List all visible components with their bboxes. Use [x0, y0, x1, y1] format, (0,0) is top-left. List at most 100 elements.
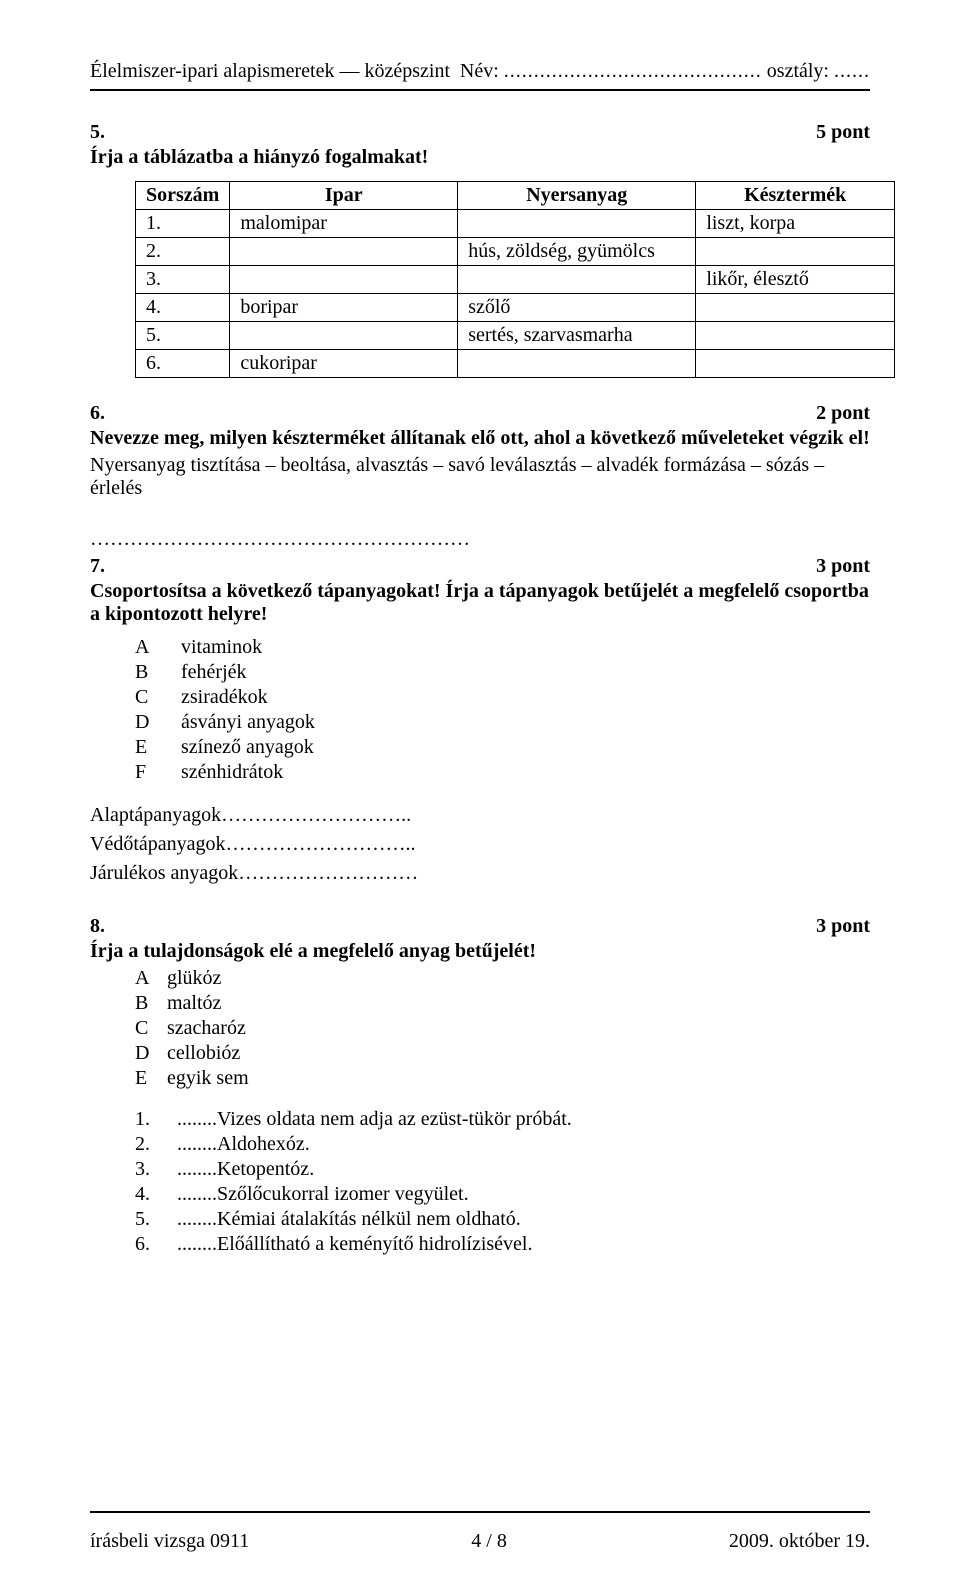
option-letter: D: [135, 1042, 155, 1065]
table-row: 2. hús, zöldség, gyümölcs: [136, 238, 895, 266]
statement-text: ........Kémiai átalakítás nélkül nem old…: [177, 1208, 521, 1231]
cell-num: 4.: [136, 294, 230, 322]
statement-number: 1.: [135, 1108, 155, 1131]
task7-options: Avitaminok Bfehérjék Czsiradékok Dásvány…: [135, 636, 870, 784]
option-text: egyik sem: [167, 1067, 249, 1090]
option-text: szacharóz: [167, 1017, 246, 1040]
name-dots: ........................................…: [504, 60, 762, 82]
task6-title: Nevezze meg, milyen készterméket állítan…: [90, 427, 870, 450]
footer-left: írásbeli vizsga 0911: [90, 1530, 249, 1553]
option-letter: B: [135, 992, 155, 1015]
table-row: 3. likőr, élesztő: [136, 266, 895, 294]
list-item: 6. ........Előállítható a keményítő hidro…: [135, 1233, 870, 1256]
task6-body: Nyersanyag tisztítása – beoltása, alvasz…: [90, 454, 870, 500]
task8-points: 3 pont: [816, 915, 870, 938]
list-item: Fszénhidrátok: [135, 761, 870, 784]
answer-line: Járulékos anyagok………………………: [90, 862, 870, 885]
task8-statements: 1. ........Vizes oldata nem adja az ezüst…: [135, 1108, 870, 1256]
cell-ipar: cukoripar: [230, 350, 458, 378]
task6-head: 6. 2 pont: [90, 402, 870, 425]
option-text: ásványi anyagok: [181, 711, 315, 734]
cell-num: 5.: [136, 322, 230, 350]
option-text: vitaminok: [181, 636, 262, 659]
list-item: Aglükόz: [135, 967, 870, 990]
cell-num: 2.: [136, 238, 230, 266]
list-item: 5. ........Kémiai átalakítás nélkül nem o…: [135, 1208, 870, 1231]
cell-kesztermek: [696, 350, 895, 378]
task7-head: 7. 3 pont: [90, 555, 870, 578]
cell-nyersanyag: sertés, szarvasmarha: [458, 322, 696, 350]
option-letter: B: [135, 661, 155, 684]
cell-kesztermek: [696, 322, 895, 350]
list-item: Bfehérjék: [135, 661, 870, 684]
list-item: Cszacharóz: [135, 1017, 870, 1040]
task6-number: 6.: [90, 402, 105, 425]
list-item: 1. ........Vizes oldata nem adja az ezüst…: [135, 1108, 870, 1131]
option-text: színező anyagok: [181, 736, 314, 759]
option-text: zsiradékok: [181, 686, 268, 709]
task7-title: Csoportosítsa a következő tápanyagokat! …: [90, 580, 870, 626]
header-name-field: Név: ...................................…: [460, 60, 870, 83]
option-letter: C: [135, 686, 155, 709]
footer-right: 2009. október 19.: [729, 1530, 870, 1553]
cell-num: 6.: [136, 350, 230, 378]
col-header: Nyersanyag: [458, 182, 696, 210]
statement-number: 5.: [135, 1208, 155, 1231]
statement-text: ........Ketopentóz.: [177, 1158, 314, 1181]
task7-answer-lines: Alaptápanyagok……………………….. Védőtápanyagok…: [90, 804, 870, 885]
cell-ipar: [230, 238, 458, 266]
page-container: Élelmiszer-ipari alapismeretek — középsz…: [0, 0, 960, 1593]
cell-kesztermek: [696, 294, 895, 322]
footer-center: 4 / 8: [471, 1530, 507, 1553]
cell-num: 1.: [136, 210, 230, 238]
footer-rule: [90, 1511, 870, 1513]
list-item: 2.........Aldohexóz.: [135, 1133, 870, 1156]
statement-number: 3.: [135, 1158, 155, 1181]
task5-title: Írja a táblázatba a hiányzó fogalmakat!: [90, 146, 870, 169]
list-item: Eszínező anyagok: [135, 736, 870, 759]
cell-ipar: boripar: [230, 294, 458, 322]
class-label: osztály:: [767, 60, 829, 82]
option-letter: E: [135, 1067, 155, 1090]
statement-number: 2.: [135, 1133, 155, 1156]
cell-ipar: malomipar: [230, 210, 458, 238]
list-item: 3. ........Ketopentóz.: [135, 1158, 870, 1181]
cell-nyersanyag: [458, 210, 696, 238]
cell-nyersanyag: [458, 266, 696, 294]
statement-number: 6.: [135, 1233, 155, 1256]
option-letter: F: [135, 761, 155, 784]
list-item: Czsiradékok: [135, 686, 870, 709]
page-header: Élelmiszer-ipari alapismeretek — középsz…: [90, 60, 870, 83]
list-item: Eegyik sem: [135, 1067, 870, 1090]
task6-answer-line: …………………………………………………: [90, 528, 870, 551]
statement-number: 4.: [135, 1183, 155, 1206]
table-row: 4. boripar szőlő: [136, 294, 895, 322]
cell-nyersanyag: szőlő: [458, 294, 696, 322]
header-rule: [90, 89, 870, 91]
option-text: maltóz: [167, 992, 221, 1015]
task7-points: 3 pont: [816, 555, 870, 578]
option-text: fehérjék: [181, 661, 247, 684]
list-item: Dcellobióz: [135, 1042, 870, 1065]
col-header: Ipar: [230, 182, 458, 210]
option-letter: C: [135, 1017, 155, 1040]
statement-text: ........Vizes oldata nem adja az ezüst-t…: [177, 1108, 572, 1131]
task8-options: Aglükόz Bmaltóz Cszacharóz Dcellobióz Ee…: [135, 967, 870, 1090]
answer-line: Védőtápanyagok………………………..: [90, 833, 870, 856]
page-footer: írásbeli vizsga 0911 4 / 8 2009. október…: [90, 1530, 870, 1553]
task6-points: 2 pont: [816, 402, 870, 425]
task7-number: 7.: [90, 555, 105, 578]
cell-kesztermek: liszt, korpa: [696, 210, 895, 238]
option-text: cellobióz: [167, 1042, 240, 1065]
header-subject: Élelmiszer-ipari alapismeretek — középsz…: [90, 60, 450, 83]
list-item: 4.........Szőlőcukorral izomer vegyület.: [135, 1183, 870, 1206]
table-row: 5. sertés, szarvasmarha: [136, 322, 895, 350]
statement-text: ........Előállítható a keményítő hidrolí…: [177, 1233, 532, 1256]
option-letter: D: [135, 711, 155, 734]
option-letter: A: [135, 636, 155, 659]
option-letter: E: [135, 736, 155, 759]
cell-kesztermek: [696, 238, 895, 266]
option-text: glükόz: [167, 967, 221, 990]
table-row: 1. malomipar liszt, korpa: [136, 210, 895, 238]
task5-head: 5. 5 pont: [90, 121, 870, 144]
